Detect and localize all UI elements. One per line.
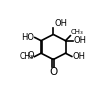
Text: CH₃: CH₃ <box>20 52 34 61</box>
Text: HO: HO <box>21 33 34 42</box>
Text: OH: OH <box>73 36 86 45</box>
Text: OH: OH <box>54 19 67 28</box>
Text: O: O <box>49 67 57 77</box>
Text: O: O <box>27 51 34 60</box>
Text: CH₃: CH₃ <box>71 29 84 35</box>
Text: OH: OH <box>72 52 85 61</box>
